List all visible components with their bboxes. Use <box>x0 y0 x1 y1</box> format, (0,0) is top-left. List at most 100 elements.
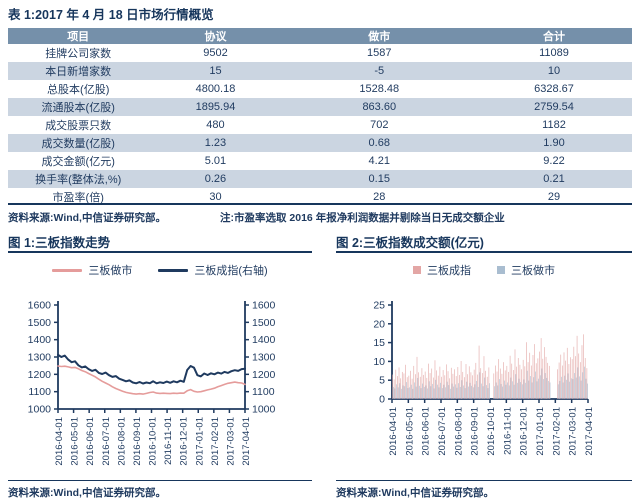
table-cell: 1182 <box>542 119 566 131</box>
table-cell: 15 <box>148 62 283 80</box>
legend-item: 三板成指(右轴) <box>158 262 268 278</box>
svg-text:2016-11-01: 2016-11-01 <box>163 417 174 465</box>
svg-text:1000: 1000 <box>28 404 52 416</box>
svg-text:2016-04-01: 2016-04-01 <box>388 407 399 456</box>
svg-text:2016-04-01: 2016-04-01 <box>54 417 65 466</box>
table-cell: 702 <box>370 119 389 131</box>
svg-text:2016-10-01: 2016-10-01 <box>486 407 497 456</box>
table-cell: 1.23 <box>148 134 283 152</box>
svg-text:1100: 1100 <box>252 386 275 398</box>
table-cell: 本日新增家数 <box>8 62 149 80</box>
table-cell: 挂牌公司家数 <box>45 48 112 60</box>
table-cell: -5 <box>282 62 476 80</box>
table-row: 换手率(整体法,%) 0.26 0.15 0.21 <box>8 170 632 188</box>
table1-title: 表 1:2017 年 4 月 18 日市场行情概览 <box>8 4 632 30</box>
svg-text:1500: 1500 <box>252 317 276 329</box>
table-cell: 863.60 <box>282 98 476 116</box>
table-cell: 29 <box>547 191 561 203</box>
svg-text:2016-11-01: 2016-11-01 <box>502 407 513 455</box>
table-cell: 1587 <box>367 47 392 59</box>
table-header: 项目 协议 做市 合计 <box>8 28 632 44</box>
svg-text:2017-01-01: 2017-01-01 <box>535 407 546 456</box>
svg-text:5: 5 <box>379 375 385 387</box>
table-header-cell: 合计 <box>475 28 632 44</box>
chart2-title: 图 2:三板指数成交额(亿元) <box>336 232 632 253</box>
table-cell: 1.90 <box>475 134 632 152</box>
table-cell: 成交金额(亿元) <box>41 156 115 168</box>
table-cell: 6328.67 <box>534 83 574 95</box>
svg-text:20: 20 <box>373 318 385 330</box>
svg-text:1500: 1500 <box>28 317 52 329</box>
chart1-panel: 图 1:三板指数走势 三板做市 三板成指(右轴) 1000 1000 1100 1100… <box>8 232 312 500</box>
chart2-source: 资料来源:Wind,中信证券研究部。 <box>336 480 632 500</box>
table-cell: 0.21 <box>475 170 632 188</box>
table-row: 成交股票只数 480 702 1182 <box>8 116 632 134</box>
svg-text:1300: 1300 <box>252 352 276 364</box>
table-header-cell: 项目 <box>8 28 149 44</box>
legend-swatch <box>52 268 83 272</box>
svg-text:2016-05-01: 2016-05-01 <box>70 417 81 466</box>
legend-item: 三板成指 <box>413 262 471 278</box>
table1-source: 资料来源:Wind,中信证券研究部。 <box>8 212 166 224</box>
legend-label: 三板做市 <box>88 265 133 277</box>
legend-item: 三板做市 <box>497 262 555 278</box>
table-row: 市盈率(倍) 30 28 29 <box>8 188 632 206</box>
table-body: 挂牌公司家数 9502 1587 11089 本日新增家数 15 -5 10 总股本(亿股) 48… <box>8 44 632 206</box>
svg-text:1200: 1200 <box>28 369 52 381</box>
svg-text:2016-09-01: 2016-09-01 <box>132 417 143 466</box>
svg-text:2017-02-01: 2017-02-01 <box>551 407 562 456</box>
legend-label: 三板成指(右轴) <box>194 265 268 277</box>
table-row: 成交金额(亿元) 5.01 4.21 9.22 <box>8 152 632 170</box>
table-cell: 30 <box>209 191 222 203</box>
svg-text:1400: 1400 <box>252 334 276 346</box>
market-overview-table: 项目 协议 做市 合计 挂牌公司家数 9502 1587 11089 本日新增家数 15 -5 10… <box>8 28 632 206</box>
chart1-legend: 三板做市 三板成指(右轴) <box>8 262 312 278</box>
svg-text:1600: 1600 <box>252 300 276 312</box>
chart2-legend: 三板成指 三板做市 <box>336 262 632 278</box>
svg-text:1600: 1600 <box>28 300 52 312</box>
table-cell: 2759.54 <box>475 98 632 116</box>
svg-text:1000: 1000 <box>252 404 276 416</box>
table-cell: 换手率(整体法,%) <box>8 170 149 188</box>
bar-chart-turnover: 0 5 10 15 20 25 2016-04-01 2016-05-01 2016-06-01… <box>373 300 595 456</box>
table-cell: 4.21 <box>368 155 390 167</box>
svg-text:0: 0 <box>379 394 385 406</box>
svg-text:2017-03-01: 2017-03-01 <box>568 407 579 456</box>
table1-note: 注:市盈率选取 2016 年报净利润数据并剔除当日无成交额企业 <box>220 212 505 224</box>
table-cell: 4800.18 <box>195 83 236 95</box>
table-header-cell: 协议 <box>148 28 283 44</box>
svg-text:2016-09-01: 2016-09-01 <box>470 407 481 456</box>
svg-text:2017-04-01: 2017-04-01 <box>241 417 252 466</box>
svg-text:2016-08-01: 2016-08-01 <box>453 407 464 456</box>
chart2-panel: 图 2:三板指数成交额(亿元) 三板成指 三板做市 0 5 10 15 20 25 2016-… <box>336 232 632 500</box>
svg-text:2016-12-01: 2016-12-01 <box>519 407 530 456</box>
table-cell: 10 <box>475 62 632 80</box>
table-cell: 1528.48 <box>359 83 400 95</box>
table-cell: 11089 <box>539 47 569 59</box>
legend-swatch <box>413 266 421 274</box>
chart1-title: 图 1:三板指数走势 <box>8 232 312 253</box>
svg-text:2016-07-01: 2016-07-01 <box>101 417 112 466</box>
svg-text:2016-06-01: 2016-06-01 <box>85 417 96 466</box>
line-chart-index-trend: 1000 1000 1100 1100 1200 1200 1300 1300 1400 1400… <box>28 300 276 466</box>
table-cell: 成交数量(亿股) <box>8 134 149 152</box>
svg-text:2016-05-01: 2016-05-01 <box>404 407 415 456</box>
legend-swatch <box>158 268 189 272</box>
svg-text:2016-12-01: 2016-12-01 <box>179 417 190 466</box>
table-cell: 总股本(亿股) <box>47 84 110 96</box>
chart1-source: 资料来源:Wind,中信证券研究部。 <box>8 480 312 500</box>
svg-text:2016-07-01: 2016-07-01 <box>437 407 448 456</box>
table-cell: 0.15 <box>282 170 476 188</box>
svg-text:2016-08-01: 2016-08-01 <box>116 417 127 466</box>
table-cell: 0.26 <box>148 170 283 188</box>
legend-label: 三板成指 <box>427 265 471 277</box>
table-cell: 5.01 <box>204 155 227 167</box>
table-cell: 9.22 <box>543 155 565 167</box>
svg-text:1300: 1300 <box>28 352 52 364</box>
table-header-cell: 做市 <box>282 28 476 44</box>
table-cell: 1895.94 <box>148 98 283 116</box>
svg-text:2017-03-01: 2017-03-01 <box>225 417 236 466</box>
svg-text:15: 15 <box>373 337 385 349</box>
table-row: 流通股本(亿股) 1895.94 863.60 2759.54 <box>8 98 632 116</box>
svg-text:1400: 1400 <box>28 334 52 346</box>
